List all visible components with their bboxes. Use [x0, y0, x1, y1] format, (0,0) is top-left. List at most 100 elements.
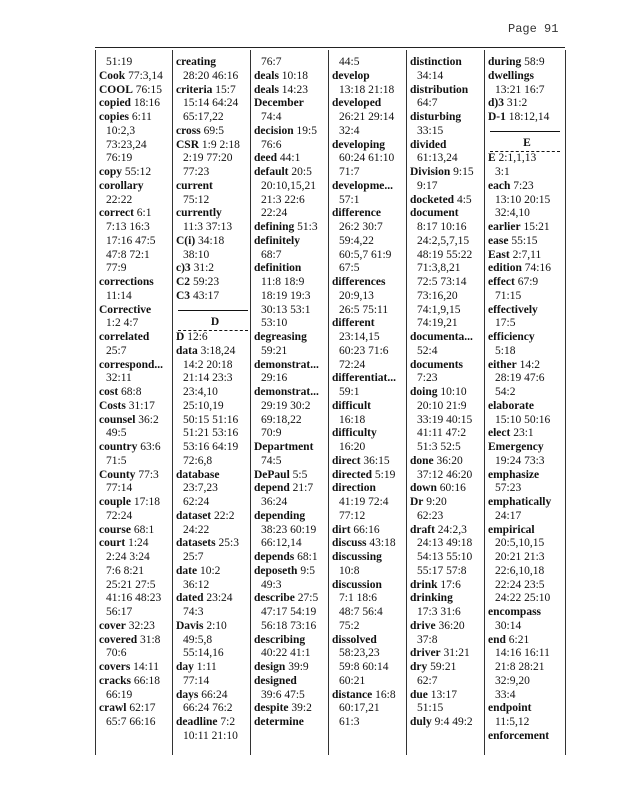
page-line-refs: 25:21 27:5	[106, 578, 156, 591]
page-line-refs: 62:24	[183, 496, 210, 508]
index-entry-continuation: 15:10 50:16	[488, 414, 566, 428]
index-term: despite	[254, 702, 289, 715]
index-entry-continuation: 77:9	[99, 262, 177, 276]
page-line-refs: 7:13 16:3	[106, 221, 150, 233]
page-line-refs: 15:21	[523, 221, 550, 233]
page-line-refs: 7:2	[220, 716, 236, 728]
index-term: determine	[254, 716, 304, 728]
index-entry: developing	[332, 139, 410, 153]
page-line-refs: 44:5	[339, 56, 360, 68]
page-line-refs: 5:18	[495, 344, 516, 357]
index-entry-continuation: 28:19 47:6	[488, 372, 566, 386]
page-line-refs: 5:19	[374, 468, 396, 481]
index-term: correspond...	[99, 358, 163, 371]
page-line-refs: 13:17	[430, 688, 457, 701]
index-term: court	[99, 537, 126, 550]
index-term: cross	[176, 124, 201, 137]
index-term: CSR	[176, 138, 200, 151]
index-term: deals	[254, 83, 279, 96]
page-line-refs: 60:5,7 61:9	[339, 248, 392, 261]
page-line-refs: 48:7 56:4	[339, 606, 383, 618]
page-line-refs: 68:1	[133, 523, 155, 536]
index-term: Department	[254, 441, 314, 453]
page-line-refs: 32:4,10	[495, 207, 530, 220]
index-term: developme...	[332, 179, 394, 192]
index-entry-continuation: 10:11 21:10	[176, 730, 254, 744]
page-line-refs: 21:8 28:21	[495, 661, 545, 673]
index-entry-continuation: 66:19	[99, 689, 177, 703]
page-line-refs: 9:17	[417, 179, 438, 192]
page-line-refs: 66:12,14	[261, 537, 302, 550]
page-line-refs: 26:2 30:7	[339, 221, 383, 233]
page-line-refs: 61:13,24	[417, 152, 458, 165]
index-entry-continuation: 9:17	[410, 180, 488, 194]
index-entry: earlier 15:21	[488, 221, 566, 235]
index-entry-continuation: 32:4,10	[488, 207, 566, 221]
page-line-refs: 25:7	[183, 551, 204, 563]
index-entry-continuation: 51:19	[99, 56, 177, 70]
index-entry: directed 5:19	[332, 469, 410, 483]
index-entry-continuation: 32:4	[332, 125, 410, 139]
index-entry: D 12:6	[176, 331, 254, 345]
page-line-refs: 48:19 55:22	[417, 248, 473, 261]
index-entry-continuation: 20:10 21:9	[410, 400, 488, 414]
page-line-refs: 74:19,21	[417, 317, 458, 330]
index-term: deals	[254, 69, 279, 82]
page-line-refs: 47:8 72:1	[106, 248, 150, 261]
page-line-refs: 31:2	[193, 262, 215, 275]
index-term: c)3	[176, 262, 191, 275]
index-entry: empirical	[488, 524, 566, 538]
page-line-refs: 58:23,23	[339, 647, 380, 660]
page-line-refs: 75:12	[183, 193, 210, 206]
page-line-refs: 8:17 10:16	[417, 221, 467, 233]
index-entry-continuation: 71:5	[99, 455, 177, 469]
index-entry-continuation: 32:9,20	[488, 675, 566, 689]
index-entry: decision 19:5	[254, 125, 332, 139]
index-term: done	[410, 454, 434, 467]
index-entry-continuation: 59:21	[254, 345, 332, 359]
page-line-refs: 16:8	[375, 688, 396, 701]
index-column-2: creating 28:20 46:16 criteria 15:7 15:14 64…	[176, 56, 254, 744]
page-line-refs: 15:14 64:24	[183, 97, 239, 110]
page-line-refs: 52:4	[417, 344, 438, 357]
index-entry-continuation: 11:8 18:9	[254, 276, 332, 290]
page-line-refs: 7:1 18:6	[339, 592, 378, 605]
index-entry: covers 14:11	[99, 661, 177, 675]
index-entry: degreasing	[254, 331, 332, 345]
index-entry: emphasize	[488, 469, 566, 483]
index-entry-continuation: 25:7	[99, 345, 177, 359]
page-line-refs: 2:24 3:24	[106, 551, 150, 563]
index-entry: definition	[254, 262, 332, 276]
index-entry: CSR 1:9 2:18	[176, 139, 254, 153]
index-entry: covered 31:8	[99, 634, 177, 648]
index-term: draft	[410, 523, 435, 536]
index-term: disturbing	[410, 111, 462, 123]
index-entry: Corrective	[99, 304, 177, 318]
index-entry: demonstrat...	[254, 386, 332, 400]
page-line-refs: 18:16	[133, 97, 161, 110]
index-entry-continuation: 53:16 64:19	[176, 441, 254, 455]
index-entry: cracks 66:18	[99, 675, 177, 689]
index-entry-continuation: 49:3	[254, 579, 332, 593]
page-line-refs: 2:10	[206, 619, 227, 632]
page-line-refs: 19:5	[296, 124, 317, 137]
page-line-refs: 26:5 75:11	[339, 303, 389, 316]
page-line-refs: 59:21	[261, 344, 288, 357]
index-entry-continuation: 17:5	[488, 317, 566, 331]
page-line-refs: 10:2,3	[106, 124, 136, 137]
index-entry: counsel 36:2	[99, 414, 177, 428]
index-entry-continuation: 24:22	[176, 524, 254, 538]
page-line-refs: 14:23	[281, 83, 308, 96]
index-entry: edition 74:16	[488, 262, 566, 276]
page-line-refs: 7:23	[417, 372, 438, 385]
index-term: Davis	[176, 619, 204, 632]
index-term: directed	[332, 468, 373, 481]
index-term: earlier	[488, 221, 521, 233]
index-term: dwellings	[488, 69, 535, 82]
index-entry-continuation: 7:23	[410, 372, 488, 386]
index-entry: default 20:5	[254, 166, 332, 180]
index-entry: due 13:17	[410, 689, 488, 703]
index-term: developing	[332, 138, 386, 151]
index-entry: data 3:18,24	[176, 345, 254, 359]
index-entry-continuation: 26:2 30:7	[332, 221, 410, 235]
